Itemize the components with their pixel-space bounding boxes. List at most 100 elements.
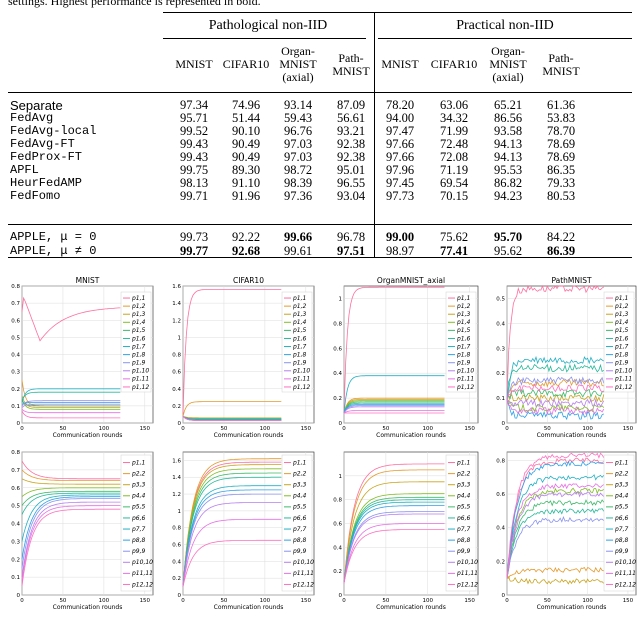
- series-line: [506, 499, 605, 579]
- y-tick-label: 1.2: [172, 318, 181, 324]
- table-cell: 97.34: [179, 98, 209, 112]
- table-cell: 94.00: [385, 111, 415, 125]
- table-cell: 95.62: [493, 244, 523, 258]
- legend-entry: p2,2: [292, 470, 307, 477]
- series-line: [506, 400, 605, 413]
- legend-entry: p6,6: [131, 515, 146, 522]
- series-line: [343, 286, 445, 411]
- x-axis-label: Communication rounds: [214, 604, 284, 611]
- y-tick-label: 0.8: [11, 284, 20, 290]
- column-header-line: Organ-: [491, 44, 525, 58]
- series-line: [21, 398, 121, 410]
- legend-entry: p1,12: [456, 384, 474, 391]
- y-tick-label: 0.6: [496, 492, 505, 498]
- table-cell: 99.75: [179, 163, 209, 177]
- table-cell: 78.70: [546, 124, 576, 138]
- row-label: APPLE, μ ≠ 0: [10, 244, 97, 258]
- table-cell: 98.13: [179, 176, 209, 190]
- row-label: FedAvg-FT: [10, 137, 75, 151]
- table-cell: 95.53: [493, 163, 523, 177]
- y-tick-label: 0: [502, 421, 506, 427]
- legend-entry: p6,6: [292, 515, 307, 522]
- x-tick-label: 150: [623, 598, 634, 604]
- x-tick-label: 50: [544, 598, 551, 604]
- table-cell: 99.66: [283, 230, 313, 244]
- y-tick-label: 1: [339, 296, 343, 302]
- row-label: FedAvg: [10, 111, 54, 125]
- column-header-line: Path-: [338, 51, 364, 65]
- x-tick-label: 100: [423, 426, 434, 432]
- series-line: [343, 375, 445, 414]
- table-cell: 97.66: [385, 137, 415, 151]
- series-line: [21, 395, 121, 409]
- x-axis-label: Communication rounds: [376, 604, 446, 611]
- x-tick-label: 50: [382, 426, 389, 432]
- table-cell: 97.03: [283, 150, 313, 164]
- x-tick-label: 0: [20, 426, 24, 432]
- y-tick-label: 0.4: [496, 321, 505, 327]
- x-tick-label: 150: [464, 598, 475, 604]
- legend-entry: p3,3: [131, 482, 146, 489]
- legend-entry: p10,10: [292, 559, 314, 566]
- y-tick-label: 0.8: [333, 321, 342, 327]
- series-line: [182, 502, 282, 587]
- table-cell: 72.48: [439, 137, 469, 151]
- y-tick-label: 1.4: [172, 301, 181, 307]
- x-axis-label: Communication rounds: [53, 432, 123, 439]
- table-cell: 61.36: [546, 98, 576, 112]
- table-cell: 86.39: [546, 244, 576, 258]
- legend-entry: p10,10: [614, 559, 636, 566]
- x-tick-label: 50: [220, 598, 227, 604]
- y-tick-label: 0.2: [333, 396, 342, 402]
- legend-entry: p1,2: [456, 303, 471, 310]
- legend-entry: p2,2: [456, 470, 471, 477]
- legend-entry: p7,7: [292, 526, 307, 533]
- legend-entry: p10,10: [456, 559, 478, 566]
- series-line: [506, 508, 605, 579]
- y-tick-label: 1.2: [172, 492, 181, 498]
- y-tick-label: 0.8: [11, 450, 20, 456]
- series-line: [182, 415, 282, 419]
- legend-entry: p1,11: [292, 376, 310, 383]
- y-tick-label: 0.8: [496, 458, 505, 464]
- legend-entry: p4,4: [292, 493, 307, 500]
- series-line: [343, 402, 445, 414]
- y-tick-label: 0.1: [496, 396, 505, 402]
- line-chart-panel: OrganMNIST_axial 0 0.2 0.4 0.6 0.8 1 0 50 100 150 C…: [333, 276, 479, 439]
- y-tick-label: 0.3: [496, 346, 505, 352]
- series-line: [343, 401, 445, 414]
- y-tick-label: 1: [178, 335, 182, 341]
- series-line: [21, 496, 121, 560]
- series-line: [343, 513, 445, 584]
- x-tick-label: 150: [301, 426, 312, 432]
- series-line: [343, 400, 445, 414]
- legend-entry: p1,9: [456, 360, 471, 367]
- x-tick-label: 100: [260, 426, 271, 432]
- x-tick-label: 50: [59, 426, 66, 432]
- legend-entry: p1,1: [614, 295, 628, 302]
- series-line: [21, 498, 121, 569]
- legend-entry: p1,7: [292, 343, 307, 350]
- table-cell: 78.69: [546, 150, 576, 164]
- series-line: [506, 452, 605, 579]
- y-tick-label: 0.4: [496, 526, 505, 532]
- table-cell: 80.53: [546, 189, 576, 203]
- series-line: [343, 505, 445, 584]
- series-line: [506, 460, 604, 579]
- series-line: [343, 397, 445, 414]
- y-tick-label: 0: [502, 593, 506, 599]
- legend-entry: p1,2: [131, 303, 146, 310]
- legend-entry: p1,10: [614, 368, 632, 375]
- table-cell: 51.44: [231, 111, 261, 125]
- legend-entry: p6,6: [614, 515, 629, 522]
- x-tick-label: 50: [382, 598, 389, 604]
- x-tick-label: 0: [505, 598, 509, 604]
- series-line: [182, 415, 282, 421]
- y-tick-label: 0.6: [11, 318, 20, 324]
- legend-entry: p7,7: [456, 526, 471, 533]
- table-cell: 91.10: [231, 176, 261, 190]
- legend-entry: p12,12: [456, 581, 478, 588]
- series-line: [21, 400, 121, 407]
- table-cell: 69.54: [439, 176, 469, 190]
- y-tick-label: 0.8: [172, 526, 181, 532]
